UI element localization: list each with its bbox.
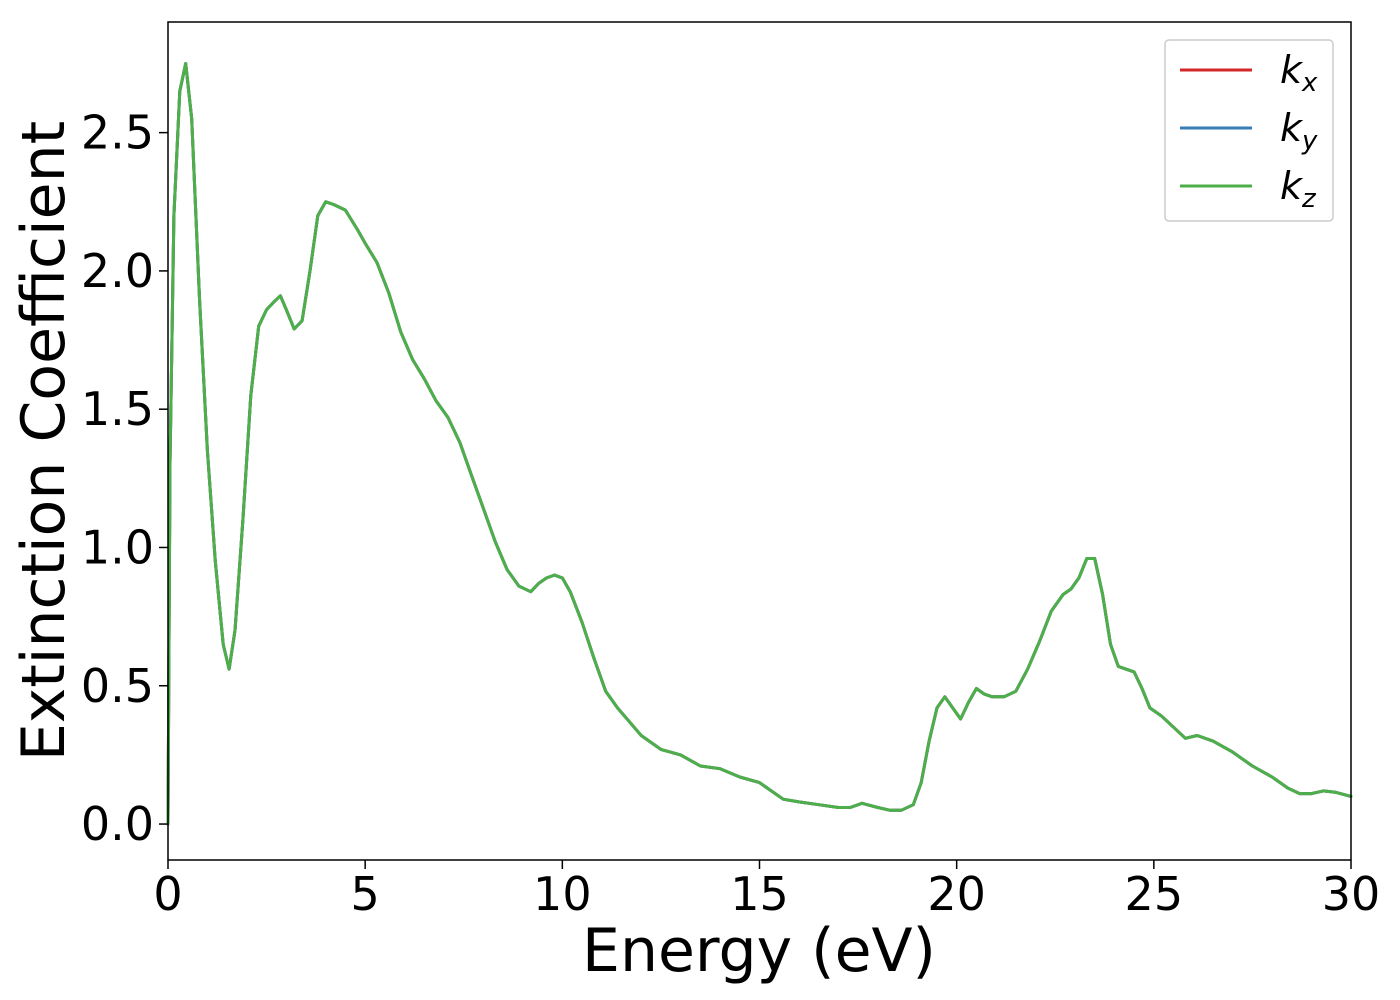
x-tick-label: 30 <box>1322 867 1381 921</box>
y-tick-label: 0.5 <box>81 659 154 713</box>
legend-label-kx: kx <box>1280 48 1318 98</box>
x-tick-label: 15 <box>730 867 789 921</box>
x-tick-label: 5 <box>351 867 380 921</box>
y-tick-label: 0.0 <box>81 797 154 851</box>
y-tick-label: 1.0 <box>81 520 154 574</box>
x-tick-label: 0 <box>153 867 182 921</box>
y-tick-label: 2.0 <box>81 244 154 298</box>
x-tick-label: 10 <box>533 867 592 921</box>
y-axis-label: Extinction Coefficient <box>9 121 79 761</box>
legend-frame <box>1164 39 1334 222</box>
x-tick-label: 25 <box>1125 867 1184 921</box>
y-axis: 0.0 0.5 1.0 1.5 2.0 2.5 <box>81 106 168 851</box>
legend-label-kz: kz <box>1280 164 1317 214</box>
legend: kx ky kz <box>1164 39 1334 222</box>
y-tick-label: 2.5 <box>81 106 154 160</box>
series-layer <box>166 62 1353 826</box>
y-tick-label: 1.5 <box>81 382 154 436</box>
x-axis: 0 5 10 15 20 25 30 <box>153 860 1380 921</box>
legend-label-ky: ky <box>1280 106 1318 156</box>
x-tick-label: 20 <box>927 867 986 921</box>
x-axis-label: Energy (eV) <box>582 916 936 986</box>
series-line-kz <box>166 62 1353 826</box>
